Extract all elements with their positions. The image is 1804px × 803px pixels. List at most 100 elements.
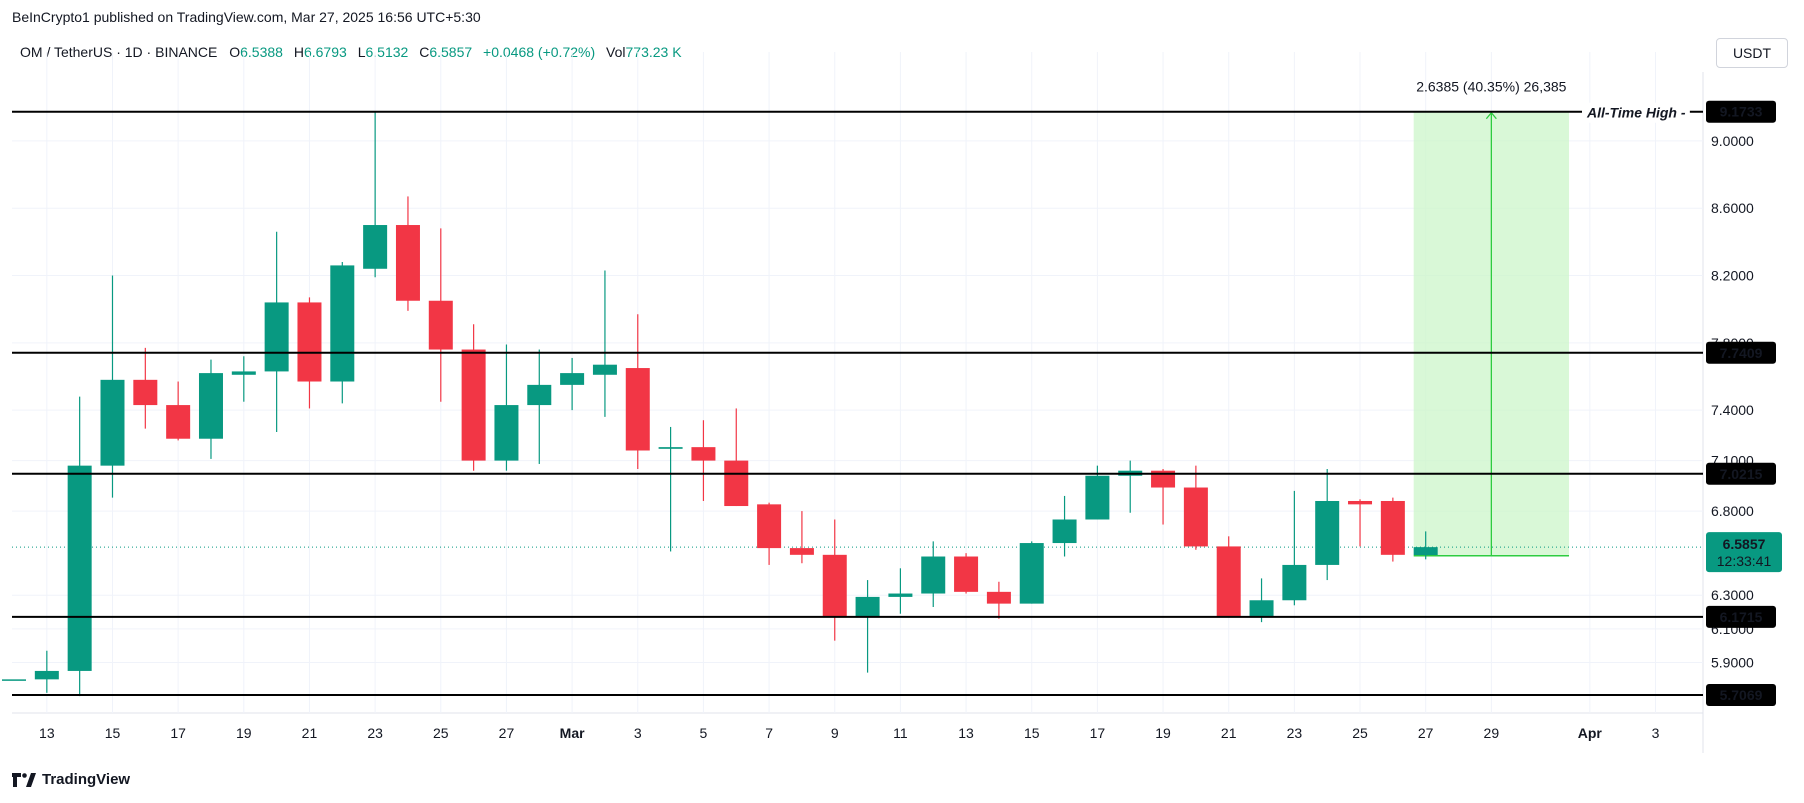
y-tick-label: 9.0000 — [1711, 133, 1754, 149]
y-tick-label: 8.6000 — [1711, 200, 1754, 216]
symbol-legend: OM / TetherUS · 1D · BINANCE O6.5388 H6.… — [20, 44, 689, 60]
candle-body[interactable] — [330, 265, 355, 382]
level-price-tag — [1706, 684, 1776, 707]
level-price-tag — [1706, 341, 1776, 364]
x-tick-label: 21 — [1221, 725, 1237, 741]
candle-body[interactable] — [297, 302, 322, 382]
candle-body[interactable] — [921, 556, 946, 594]
symbol-name[interactable]: OM / TetherUS · 1D · BINANCE — [20, 44, 218, 60]
high-label: H — [293, 44, 304, 60]
candle-body[interactable] — [395, 225, 420, 301]
candle-body[interactable] — [954, 556, 979, 592]
y-tick-label: 6.8000 — [1711, 503, 1754, 519]
candle-body[interactable] — [1052, 519, 1077, 544]
x-tick-label: 3 — [1652, 725, 1660, 741]
x-tick-label: Mar — [560, 725, 585, 741]
x-tick-label: 23 — [367, 725, 383, 741]
candle-body[interactable] — [34, 670, 59, 680]
x-tick-label: 13 — [39, 725, 55, 741]
x-tick-label: 17 — [1090, 725, 1106, 741]
target-measure-label: 2.6385 (40.35%) 26,385 — [1416, 79, 1566, 95]
x-tick-label: 19 — [236, 725, 252, 741]
open-label: O — [229, 44, 241, 60]
candle-body[interactable] — [822, 554, 847, 618]
candle-body[interactable] — [658, 447, 683, 449]
candle-countdown: 12:33:41 — [1717, 553, 1772, 569]
candle-body[interactable] — [428, 300, 453, 350]
level-price-tag — [1706, 462, 1776, 485]
tradingview-logo[interactable]: TradingView — [12, 771, 130, 788]
y-tick-label: 5.9000 — [1711, 655, 1754, 671]
candle-body[interactable] — [1348, 500, 1373, 505]
open-value: 6.5388 — [240, 44, 283, 60]
candle-body[interactable] — [855, 596, 880, 618]
candle-body[interactable] — [363, 225, 388, 269]
x-tick-label: 5 — [700, 725, 708, 741]
level-price-label: 6.1715 — [1720, 609, 1763, 625]
candle-body[interactable] — [560, 373, 585, 385]
all-time-high-annotation: All-Time High - — [1586, 105, 1686, 121]
close-label: C — [419, 44, 430, 60]
level-price-label: 5.7069 — [1720, 687, 1763, 703]
level-price-label: 7.0215 — [1720, 466, 1763, 482]
candle-body[interactable] — [100, 379, 125, 466]
candle-body[interactable] — [888, 593, 913, 597]
close-value: 6.5857 — [429, 44, 473, 60]
candle-body[interactable] — [1413, 547, 1438, 556]
candle-body[interactable] — [1019, 543, 1044, 604]
x-tick-label: 7 — [765, 725, 773, 741]
candle-body[interactable] — [789, 548, 814, 555]
change-value: +0.0468 (+0.72%) — [483, 44, 596, 60]
currency-button[interactable]: USDT — [1716, 38, 1788, 68]
x-tick-label: 15 — [105, 725, 121, 741]
candle-body[interactable] — [2, 679, 26, 681]
candle-body[interactable] — [625, 368, 650, 451]
current-price-label: 6.5857 — [1723, 536, 1766, 552]
y-tick-label: 8.2000 — [1711, 268, 1754, 284]
tradingview-brand: TradingView — [42, 771, 131, 788]
candle-body[interactable] — [1249, 600, 1274, 618]
x-tick-label: 9 — [831, 725, 839, 741]
candle-body[interactable] — [133, 379, 158, 406]
low-value: 6.5132 — [365, 44, 409, 60]
candle-body[interactable] — [1282, 564, 1307, 601]
candle-body[interactable] — [494, 405, 519, 461]
volume-value: 773.23 K — [625, 44, 682, 60]
x-tick-label: 19 — [1155, 725, 1171, 741]
y-tick-label: 6.3000 — [1711, 587, 1754, 603]
candle-body[interactable] — [592, 364, 617, 375]
candle-body[interactable] — [1151, 470, 1176, 488]
x-tick-label: 15 — [1024, 725, 1040, 741]
candle-body[interactable] — [1183, 487, 1208, 547]
x-tick-label: Apr — [1578, 725, 1603, 741]
candle-body[interactable] — [757, 504, 782, 549]
annotation-backdrop — [1582, 102, 1690, 123]
candle-body[interactable] — [231, 371, 256, 375]
candle-body[interactable] — [986, 591, 1011, 604]
candle-body[interactable] — [1085, 475, 1110, 520]
low-label: L — [357, 44, 366, 60]
candle-body[interactable] — [527, 384, 552, 406]
high-value: 6.6793 — [303, 44, 347, 60]
candle-body[interactable] — [691, 447, 716, 461]
candle-body[interactable] — [724, 460, 749, 507]
candle-body[interactable] — [1216, 546, 1241, 618]
publisher-line: BeInCrypto1 published on TradingView.com… — [12, 9, 481, 25]
candle-body[interactable] — [198, 373, 223, 439]
x-tick-label: 3 — [634, 725, 642, 741]
tradingview-logo-icon — [12, 772, 36, 787]
x-tick-label: 27 — [499, 725, 515, 741]
candle-body[interactable] — [1315, 500, 1340, 565]
level-price-tag — [1706, 100, 1776, 123]
candle-body[interactable] — [264, 302, 289, 372]
x-tick-label: 11 — [893, 725, 908, 741]
level-price-label: 7.7409 — [1720, 345, 1763, 361]
candle-body[interactable] — [461, 349, 486, 461]
x-tick-label: 23 — [1287, 725, 1303, 741]
candle-body[interactable] — [166, 405, 191, 439]
candle-body[interactable] — [67, 465, 92, 671]
current-price-tag — [1706, 532, 1782, 573]
candle-body[interactable] — [1380, 500, 1405, 555]
x-tick-label: 21 — [302, 725, 318, 741]
